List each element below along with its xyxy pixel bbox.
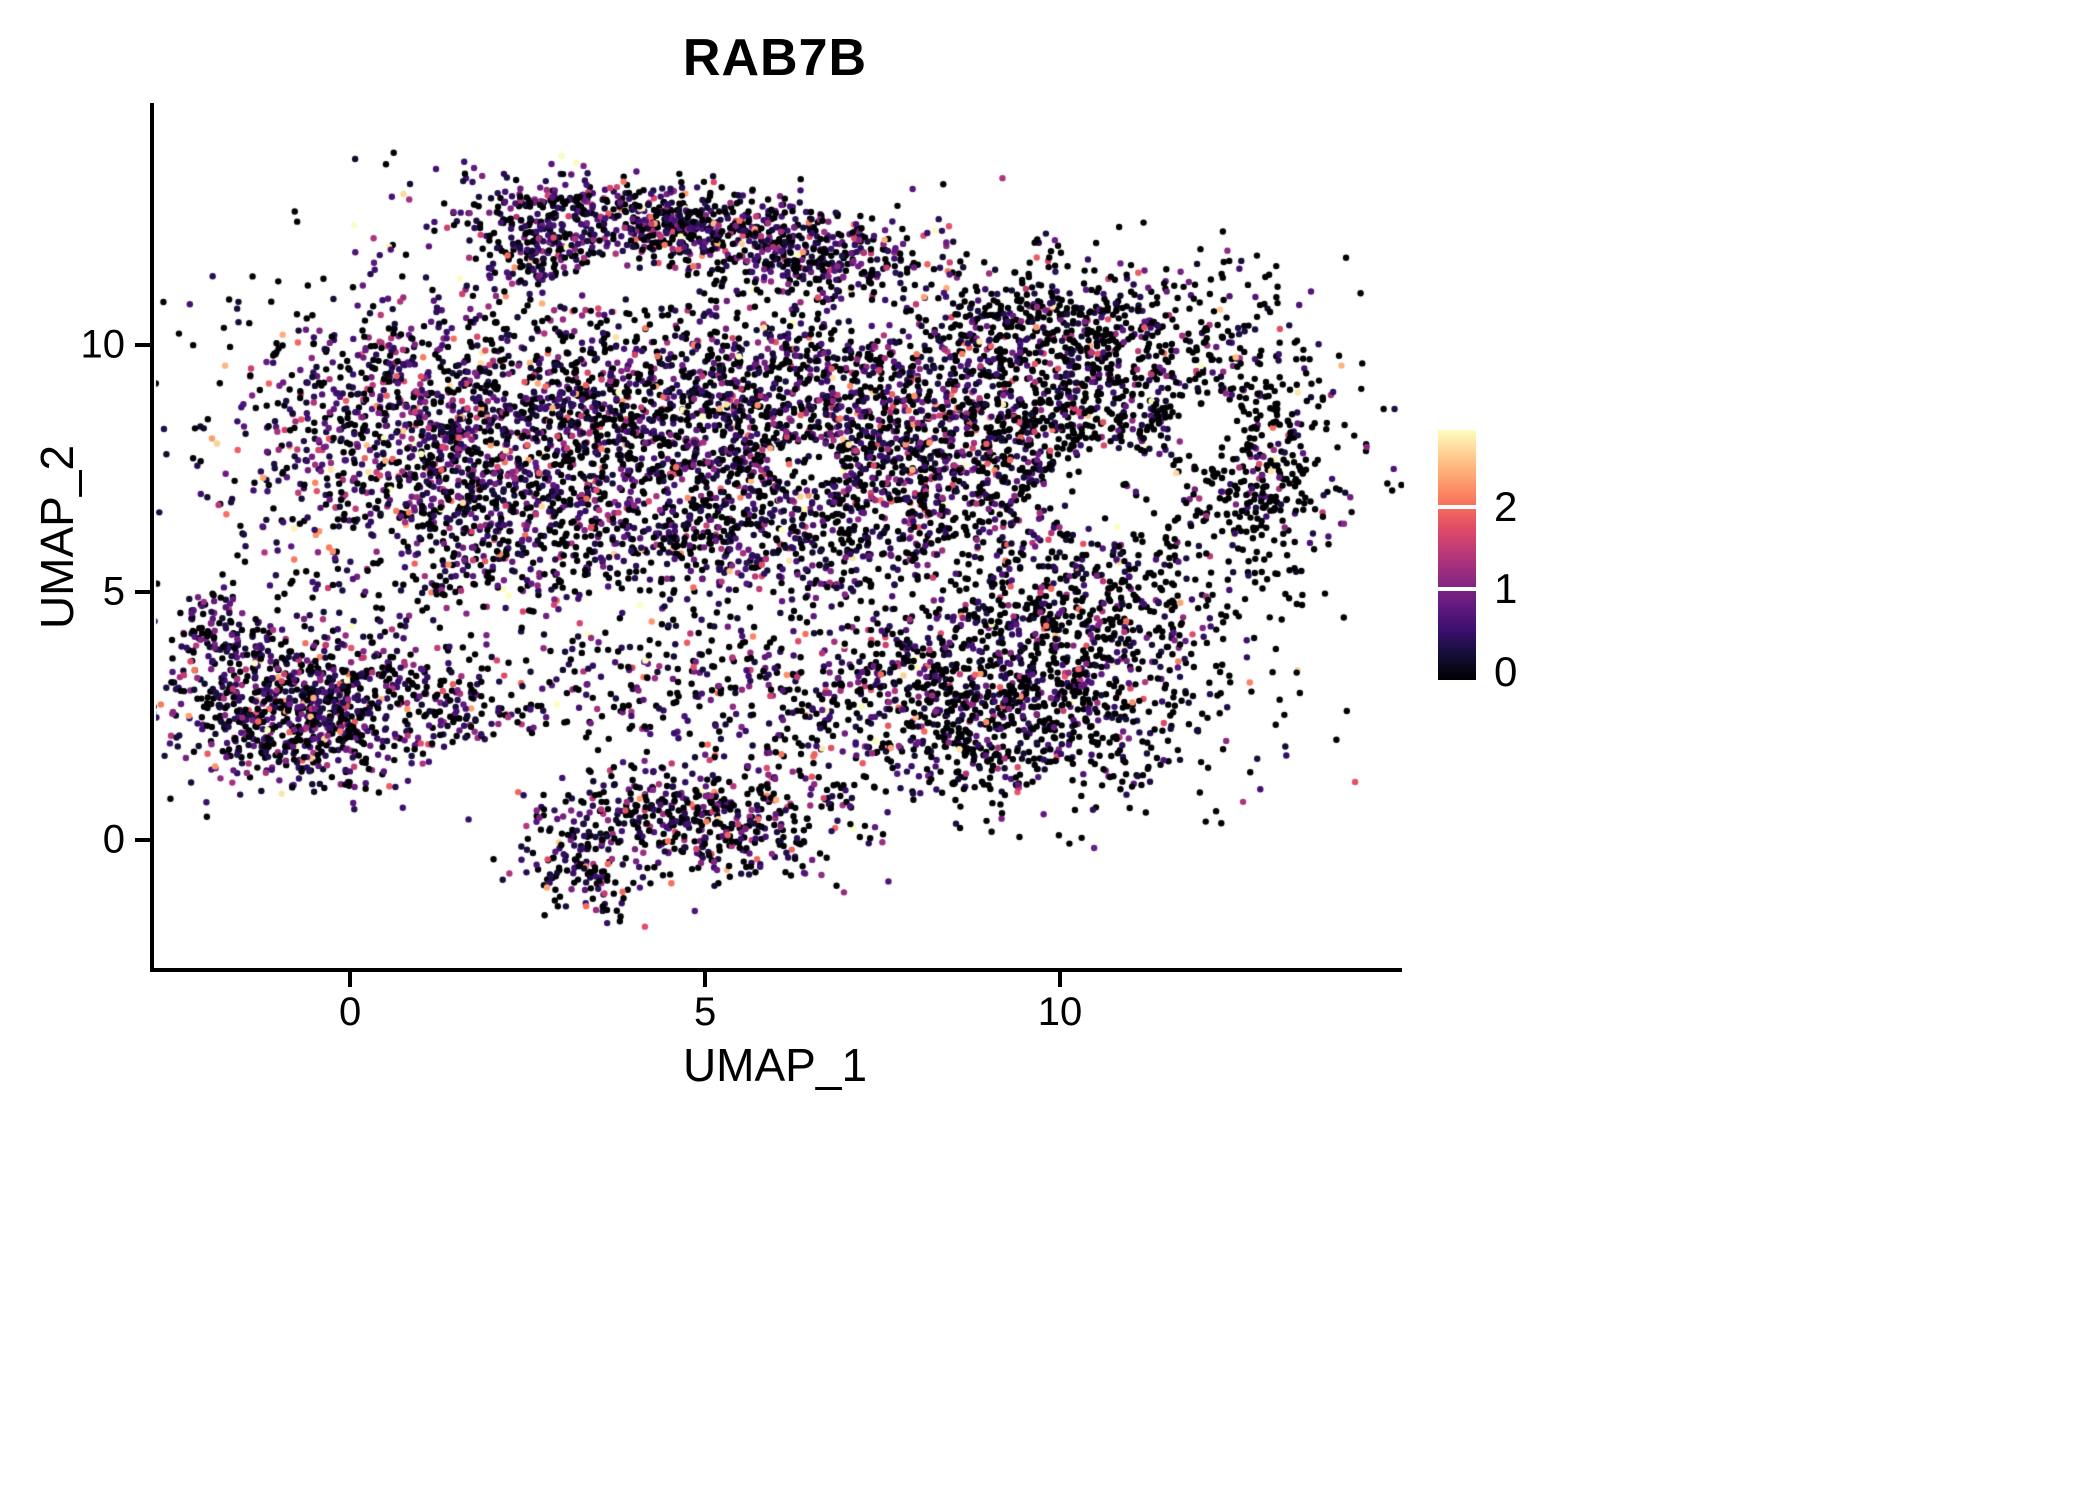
y-axis-tick (135, 342, 150, 347)
x-axis-line (150, 968, 1402, 972)
x-axis-tick (348, 972, 353, 987)
colorbar-tick-label: 0 (1494, 647, 1518, 695)
colorbar-tick-mark (1438, 504, 1476, 509)
colorbar (1438, 430, 1476, 680)
y-axis-tick-label: 5 (102, 569, 125, 614)
y-axis-title: UMAP_2 (31, 444, 83, 630)
y-axis-line (150, 103, 154, 972)
y-axis-tick (135, 837, 150, 842)
y-axis-tick-label: 10 (80, 322, 126, 367)
x-axis-tick (703, 972, 708, 987)
x-axis-tick-label: 10 (1037, 990, 1083, 1034)
colorbar-tick-mark (1438, 587, 1476, 592)
x-axis-tick-label: 5 (693, 990, 717, 1034)
colorbar-tick-label: 1 (1494, 565, 1518, 613)
x-axis-tick (1058, 972, 1063, 987)
colorbar-tick-label: 2 (1494, 482, 1518, 530)
x-axis-tick-label: 0 (338, 990, 362, 1034)
y-axis-tick-label: 0 (102, 817, 125, 862)
y-axis-tick (135, 590, 150, 595)
x-axis-title: UMAP_1 (682, 1039, 868, 1091)
colorbar-gradient (1438, 430, 1476, 680)
